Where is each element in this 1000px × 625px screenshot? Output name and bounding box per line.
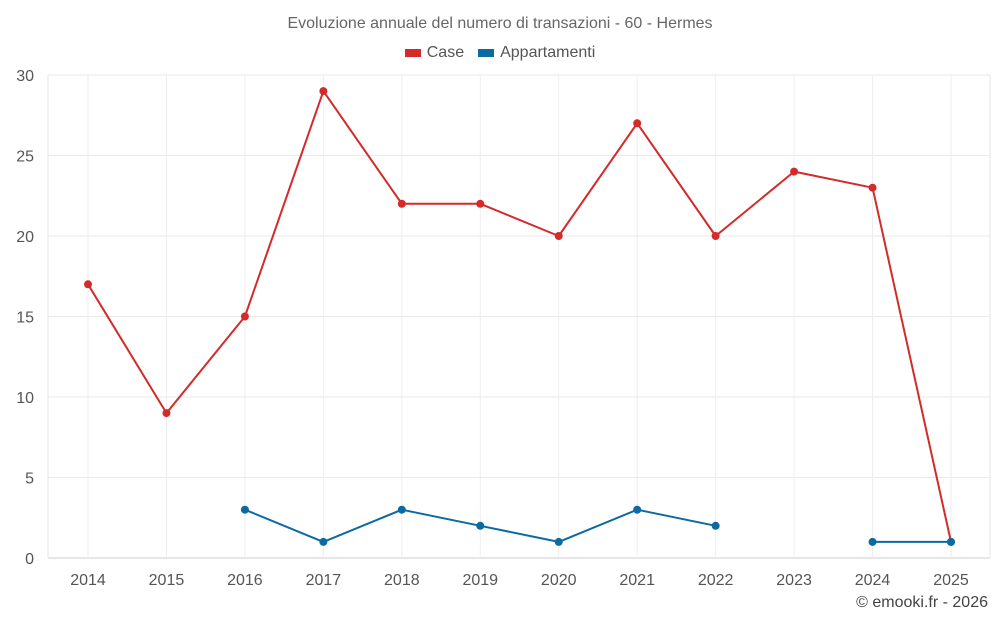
x-tick-label: 2019 [462,572,498,589]
legend-label-appartamenti: Appartamenti [500,44,596,61]
series-line-case [87,90,952,543]
legend: Case Appartamenti [0,44,1000,62]
x-tick-label: 2025 [933,572,969,589]
y-tick-label: 30 [16,68,34,85]
legend-label-case: Case [426,44,465,61]
data-point-appartamenti [554,537,563,546]
x-tick-label: 2014 [70,572,106,589]
y-tick-label: 5 [25,471,34,488]
data-point-appartamenti [476,521,485,530]
chart-title: Evoluzione annuale del numero di transaz… [287,15,713,32]
data-point-case [633,119,642,128]
x-tick-label: 2022 [698,572,734,589]
x-tick-label: 2018 [384,572,420,589]
legend-swatch-appartamenti [478,49,495,57]
data-point-case [554,232,563,240]
data-point-case [476,199,485,208]
data-point-appartamenti [947,537,955,546]
y-tick-label: 0 [25,551,34,568]
legend-item-appartamenti[interactable]: Appartamenti [478,44,595,62]
data-point-appartamenti [633,505,642,514]
data-point-case [868,183,877,192]
x-tick-label: 2016 [227,572,263,589]
x-tick-label: 2024 [855,572,891,589]
data-point-appartamenti [711,521,720,530]
y-tick-label: 25 [16,149,34,166]
x-tick-label: 2017 [306,572,342,589]
y-tick-label: 20 [16,229,34,246]
data-point-appartamenti [868,537,877,546]
data-point-case [711,232,720,240]
data-point-appartamenti [319,537,328,546]
y-tick-label: 10 [16,390,34,407]
y-tick-label: 15 [16,310,34,327]
x-tick-label: 2021 [619,572,655,589]
watermark: © emooki.fr - 2026 [856,594,988,611]
x-tick-label: 2020 [541,572,577,589]
data-point-appartamenti [397,505,406,514]
data-point-case [162,409,171,418]
data-point-case [397,199,406,208]
legend-swatch-case [404,49,421,57]
legend-item-case[interactable]: Case [404,44,465,62]
x-tick-label: 2015 [149,572,185,589]
data-point-case [319,87,328,96]
data-point-case [84,280,92,289]
x-tick-label: 2023 [776,572,812,589]
data-point-appartamenti [240,505,249,514]
data-point-case [240,312,249,321]
data-point-case [790,167,799,176]
